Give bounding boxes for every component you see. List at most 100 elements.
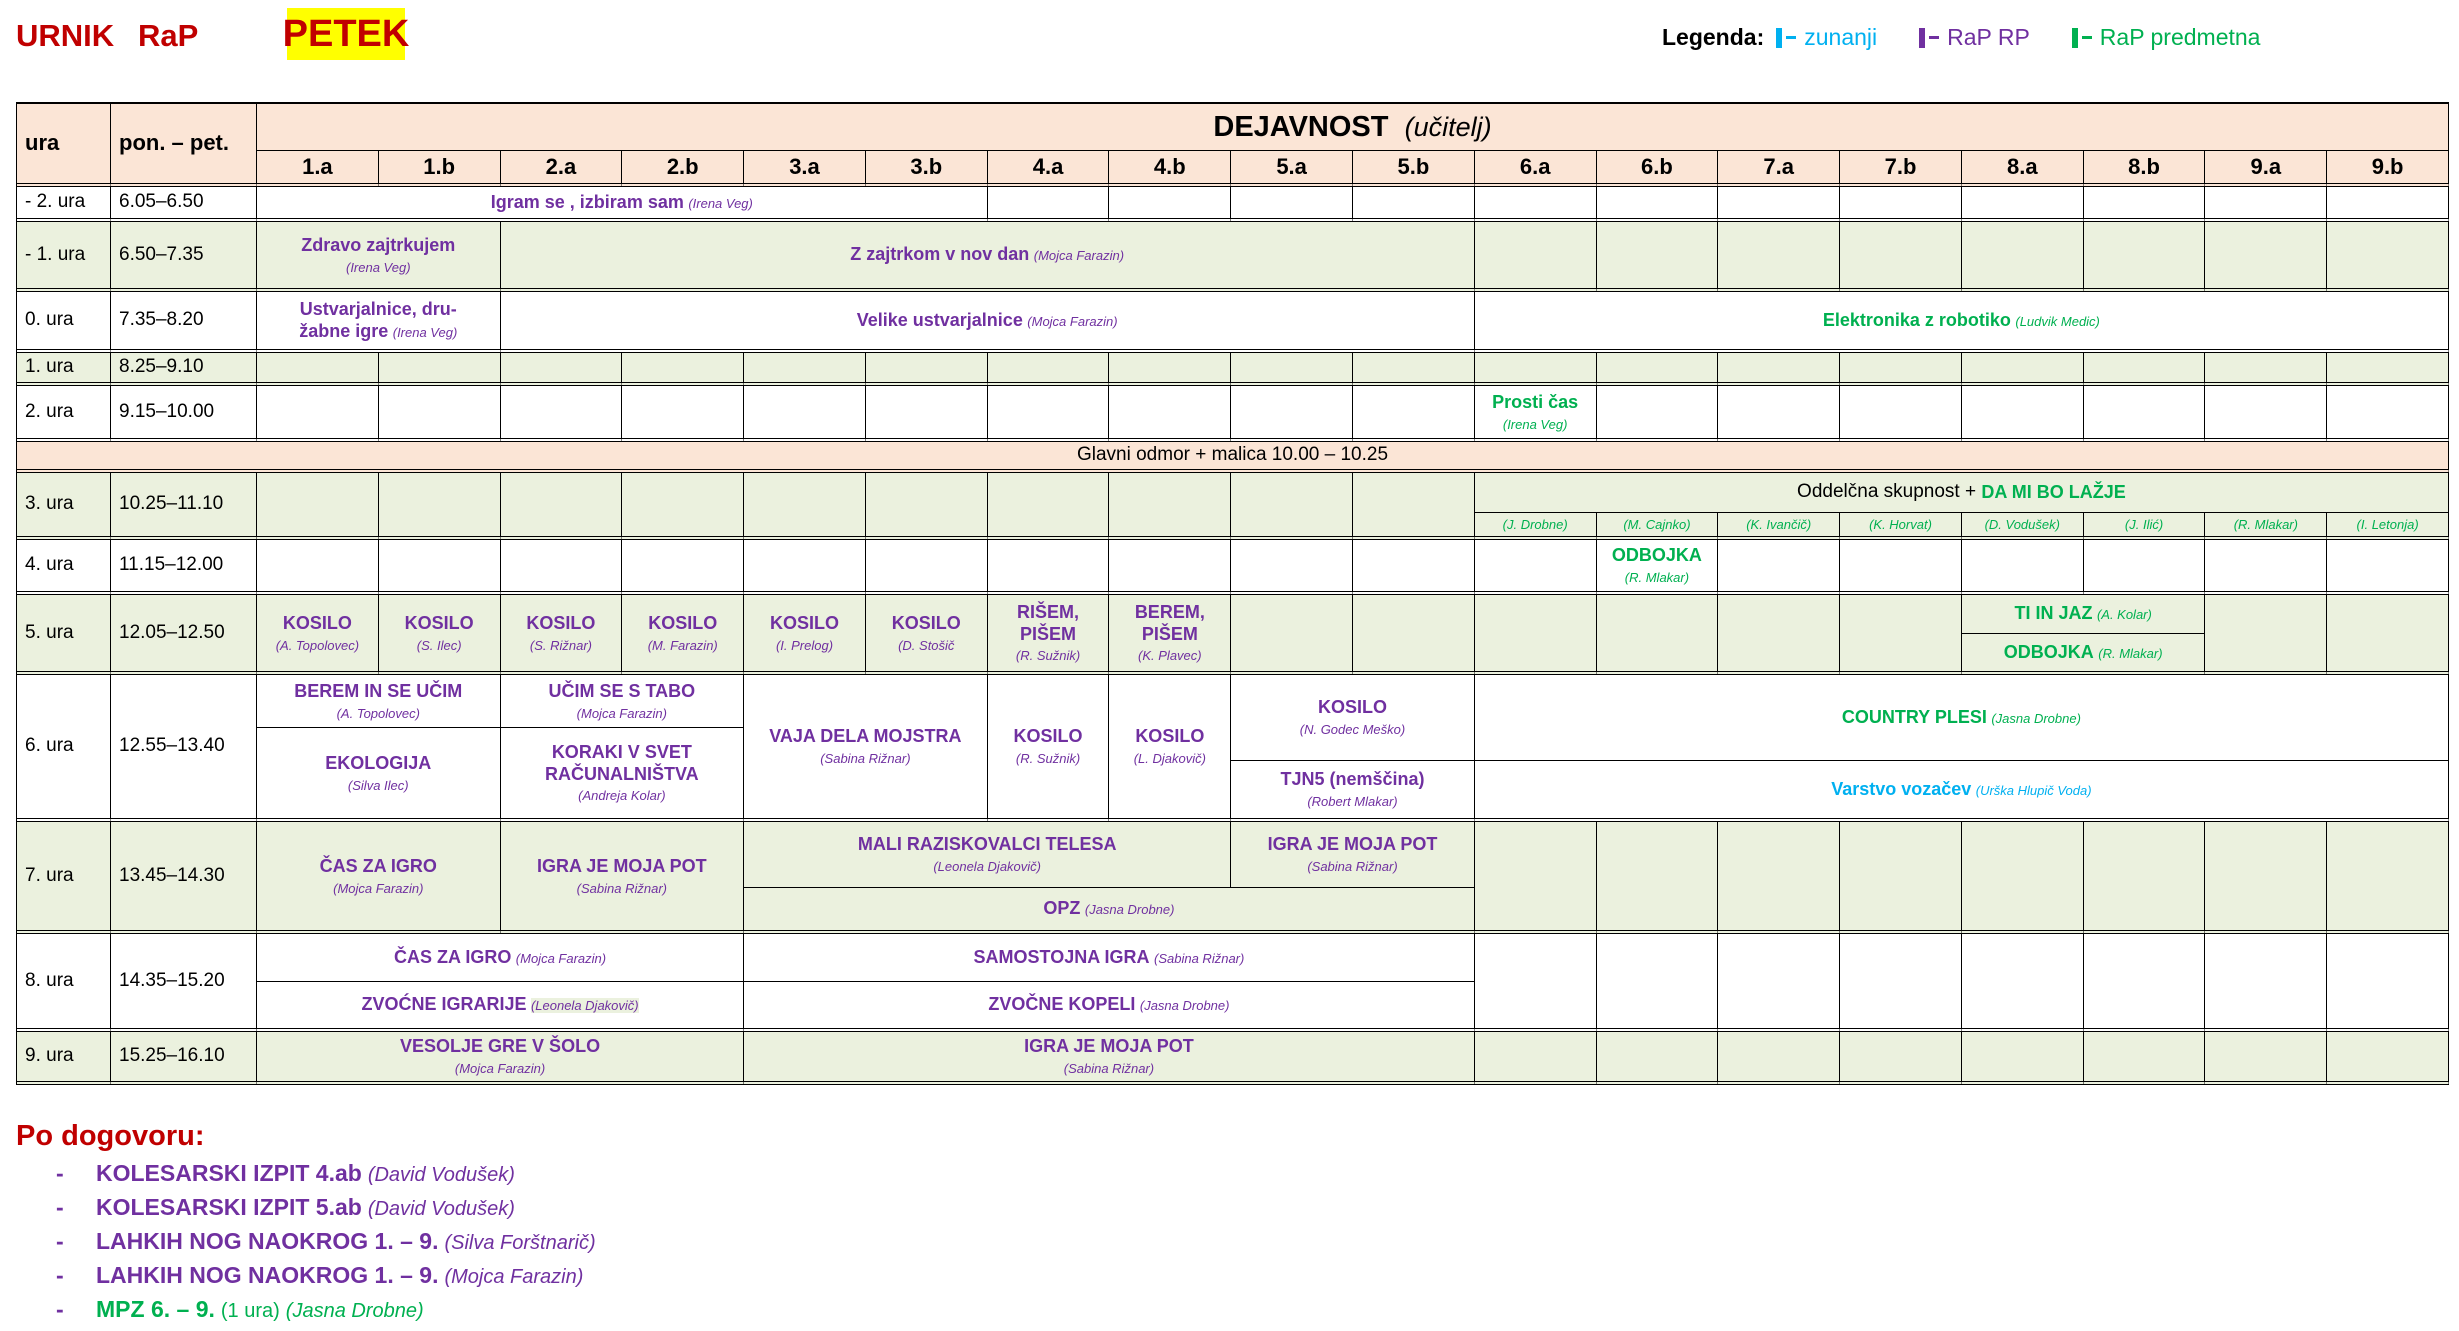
empty-cell: [1718, 222, 1841, 292]
item-teacher: (David Vodušek): [367, 1164, 515, 1186]
activity-content: KOSILO (N. Godec Meško): [1300, 697, 1405, 737]
activity-content: ODBOJKA (R. Mlakar): [2004, 642, 2163, 664]
activity-content: BEREM, PIŠEM (K. Plavec): [1112, 602, 1227, 664]
activity-cell: KOSILO (M. Farazin): [622, 595, 745, 675]
activity-header: DEJAVNOST (učitelj): [257, 104, 2449, 151]
empty-cell: [987, 473, 1110, 540]
activity-cell: KORAKI V SVET RAČUNALNIŠTVA (Andreja Kola…: [500, 728, 745, 822]
empty-cell: [1474, 353, 1597, 386]
item-title: KOLESARSKI IZPIT 4.ab: [96, 1160, 362, 1186]
empty-cell: [1961, 353, 2084, 386]
oddelcna-cell: Oddelčna skupnost + DA MI BO LAŽJE: [1474, 473, 2449, 513]
activity-cell: UČIM SE S TABO (Mojca Farazin): [500, 675, 745, 728]
row-background: [17, 187, 2449, 222]
activity-content: VAJA DELA MOJSTRA (Sabina Rižnar): [769, 726, 961, 766]
class-header: 2.a: [500, 151, 623, 187]
item-teacher: (Silva Forštnarič): [444, 1232, 596, 1254]
activity-content: VESOLJE GRE V ŠOLO (Mojca Farazin): [400, 1036, 600, 1076]
hour-text: - 1. ura: [25, 243, 86, 265]
empty-cell: [1109, 540, 1232, 595]
empty-cell: [1961, 187, 2084, 222]
class-header: 9.b: [2327, 151, 2449, 187]
hour-label: 3. ura: [17, 473, 111, 540]
class-label: 1.a: [302, 153, 333, 179]
activity-teacher: (Sabina Rižnar): [1307, 859, 1398, 874]
empty-cell: [2327, 386, 2449, 442]
bullet-icon: -: [56, 1194, 64, 1220]
bullet-icon: -: [56, 1228, 64, 1254]
class-teacher: (D. Vodušek): [1984, 516, 2060, 532]
activity-cell: RIŠEM, PIŠEM (R. Sužnik): [987, 595, 1110, 675]
time-text: 7.35–8.20: [119, 309, 204, 331]
legend-item-label: zunanji: [1804, 24, 1878, 50]
class-header: 9.a: [2205, 151, 2328, 187]
hour-text: 8. ura: [25, 969, 74, 991]
bullet-icon: -: [56, 1296, 64, 1322]
activity-teacher: (Leonela Djakovič): [530, 998, 639, 1014]
schedule-table: ura pon. – pet. DEJAVNOST (učitelj) 1.a 1.b 2…: [16, 102, 2449, 1085]
time-text: 12.05–12.50: [119, 621, 225, 643]
empty-cell: [2083, 386, 2206, 442]
activity-teacher: (A. Kolar): [2096, 607, 2152, 623]
empty-cell: [1961, 934, 2084, 1032]
activity-cell: ODBOJKA (R. Mlakar): [1596, 540, 1719, 595]
empty-cell: [1718, 595, 1841, 675]
activity-content: KOSILO (S. Ilec): [405, 613, 474, 653]
class-label: 2.a: [545, 153, 577, 179]
activity-title: TJN5 (nemščina): [1280, 769, 1425, 790]
activity-content: ČAS ZA IGRO (Mojca Farazin): [320, 856, 437, 896]
activity-title: KOSILO: [1135, 726, 1205, 747]
empty-cell: [1231, 187, 1353, 222]
class-teacher: (J. Drobne): [1502, 516, 1568, 532]
class-teacher-cell: (M. Cajnko): [1596, 513, 1719, 540]
empty-cell: [1353, 187, 1475, 222]
row-background: [17, 104, 2449, 187]
activity-content: Velike ustvarjalnice (Mojca Farazin): [857, 310, 1118, 332]
activity-title: BEREM IN SE UČIM: [294, 680, 463, 701]
class-label: 1.b: [423, 153, 456, 179]
class-label: 8.b: [2128, 153, 2160, 179]
title-urnik: URNIK: [16, 18, 115, 53]
empty-cell: [2083, 353, 2206, 386]
empty-cell: [378, 353, 501, 386]
activity-teacher: (R. Mlakar): [1624, 570, 1690, 585]
row-background: [17, 292, 2449, 353]
class-label: 9.b: [2371, 153, 2404, 179]
activity-cell: Varstvo vozačev (Urška Hlupič Voda): [1474, 761, 2449, 822]
activity-content: KOSILO (A. Topolovec): [276, 613, 359, 653]
activity-content: SAMOSTOJNA IGRA (Sabina Rižnar): [974, 947, 1245, 969]
column-header-time: pon. – pet.: [111, 104, 257, 187]
class-header: 3.b: [865, 151, 988, 187]
row-background: [17, 675, 2449, 822]
hour-time: 12.05–12.50: [111, 595, 257, 675]
hour-label: 9. ura: [17, 1032, 111, 1085]
empty-cell: [500, 386, 623, 442]
empty-cell: [1474, 222, 1597, 292]
activity-title: KOSILO: [648, 612, 718, 633]
empty-cell: [1474, 595, 1597, 675]
activity-cell: OPZ (Jasna Drobne): [744, 888, 1475, 934]
activity-title: KOSILO: [1013, 726, 1083, 747]
empty-cell: [1474, 187, 1597, 222]
activity-teacher: (Sabina Rižnar): [576, 880, 667, 896]
activity-title: Z zajtrkom v nov dan: [850, 244, 1030, 265]
empty-cell: [1353, 386, 1475, 442]
empty-cell: [865, 473, 988, 540]
activity-content: Z zajtrkom v nov dan (Mojca Farazin): [850, 244, 1124, 266]
class-label: 5.b: [1397, 153, 1430, 179]
activity-content: KOSILO (L. Djakovič): [1134, 726, 1206, 766]
activity-cell: ČAS ZA IGRO (Mojca Farazin): [257, 822, 501, 934]
item-title: MPZ 6. – 9.: [96, 1296, 215, 1322]
activity-title: KORAKI V SVET RAČUNALNIŠTVA: [544, 742, 699, 784]
empty-cell: [2327, 187, 2449, 222]
activity-teacher: (Mojca Farazin): [1027, 313, 1118, 329]
empty-cell: [1596, 353, 1719, 386]
class-teacher: (I. Letonja): [2356, 516, 2419, 532]
activity-title: VESOLJE GRE V ŠOLO: [400, 1036, 601, 1057]
class-header: 2.b: [622, 151, 745, 187]
empty-cell: [2205, 353, 2328, 386]
hour-text: 0. ura: [25, 309, 74, 331]
activity-cell: VESOLJE GRE V ŠOLO (Mojca Farazin): [257, 1032, 745, 1085]
class-header: 3.a: [744, 151, 866, 187]
class-label: 5.a: [1276, 153, 1307, 179]
